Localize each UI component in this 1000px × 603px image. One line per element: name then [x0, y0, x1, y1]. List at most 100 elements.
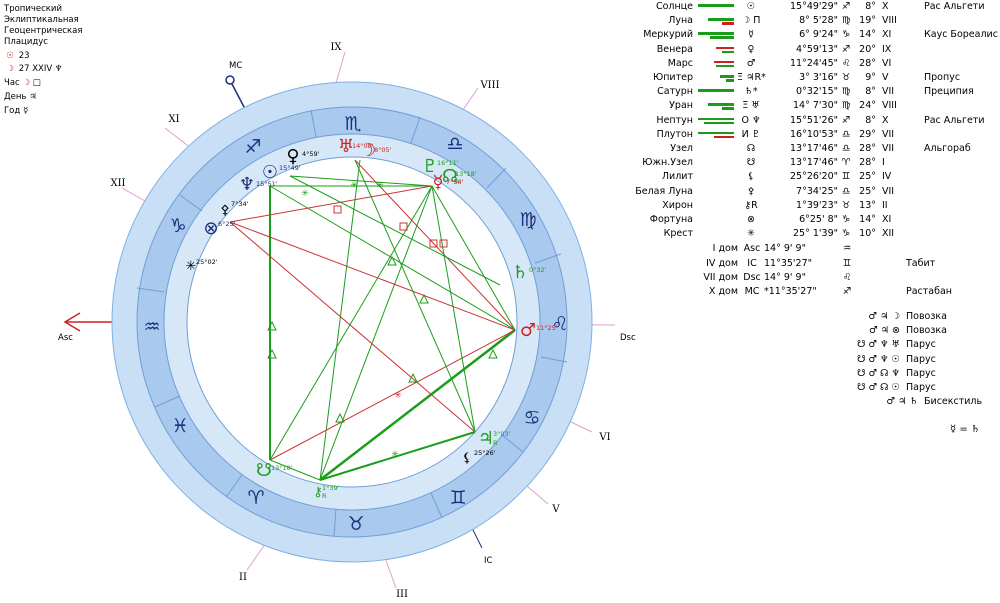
planet-sign-icon: ♊	[841, 171, 851, 183]
house-sign-icon: ♐	[842, 286, 852, 297]
planet-glyph: ⚴	[747, 185, 755, 197]
year-label: Год	[4, 106, 21, 116]
svg-text:✳: ✳	[376, 181, 384, 191]
configuration-row: ☋ ♂ ☊ ☉ Парус	[848, 382, 936, 396]
planet-house: XII	[882, 228, 895, 240]
planet-house: VII	[882, 128, 895, 140]
aspect-symbols: ✳ ✳ ✳ ✳ ✳	[267, 181, 498, 460]
sun-icon: ☉	[262, 162, 278, 183]
svg-text:3°03': 3°03'	[493, 430, 511, 438]
day-label: День	[4, 92, 27, 102]
planet-degree: 8°	[865, 114, 876, 126]
house-sign-icon: ♊	[842, 257, 852, 269]
planet-strength-bars	[698, 99, 734, 113]
asc-arrow	[63, 312, 81, 332]
info-line: Плацидус	[4, 37, 48, 47]
planet-sign-icon: ♐	[841, 1, 851, 12]
zodiac-signs: ♏ ♎ ♍ ♌ ♋ ♊ ♉ ♈ ♓ ♒ ♑ ♐	[143, 113, 568, 535]
strength-bar	[722, 22, 734, 25]
strength-bar	[722, 50, 734, 54]
planet-house: II	[882, 199, 888, 211]
svg-text:25°26': 25°26'	[474, 449, 496, 457]
strength-bar	[710, 36, 734, 39]
strength-bar	[716, 46, 734, 50]
planet-glyph: ☋	[746, 157, 756, 169]
svg-text:14°08': 14°08'	[352, 142, 374, 150]
house-star: Растабан	[906, 286, 953, 297]
house-cusp: MC	[744, 286, 760, 297]
planet-sign-icon: ♎	[841, 128, 851, 140]
cancer-icon: ♋	[523, 407, 540, 429]
planet-degree: 8°	[865, 1, 876, 12]
planet-position: 15°49'29"	[790, 1, 838, 12]
planet-glyph: ⚸	[747, 171, 755, 183]
planet-position: 3° 3'16"	[799, 72, 838, 83]
planet-strength-bars	[698, 85, 734, 99]
svg-text:VI: VI	[598, 432, 610, 443]
planet-sign-icon: ♉	[841, 199, 851, 211]
planet-house: X	[882, 1, 889, 12]
planet-glyph: ☽ Π	[741, 15, 761, 27]
svg-text:✳: ✳	[350, 181, 358, 191]
sign-dividers	[136, 109, 568, 537]
sun-degree-row: ☉ 23	[4, 51, 114, 62]
svg-text:7°54': 7°54'	[446, 178, 464, 186]
house-position: 14° 9' 9"	[764, 271, 806, 283]
planet-strength-bars	[698, 57, 734, 71]
planet-glyph: ✳	[747, 228, 755, 240]
pisces-icon: ♓	[171, 415, 188, 437]
house-name: VII дом	[703, 271, 738, 283]
planet-position: 14° 7'30"	[793, 100, 838, 112]
svg-text:0°32': 0°32'	[529, 266, 547, 274]
house-position: 14° 9' 9"	[764, 243, 806, 255]
planet-position: 7°34'25"	[796, 185, 838, 197]
configuration-label: Парус	[906, 382, 936, 393]
planet-position: 11°24'45"	[790, 57, 838, 69]
planet-name: Узел	[670, 143, 693, 154]
planet-glyph: О ♆	[741, 114, 761, 126]
planet-position: 1°39'23"	[796, 199, 838, 211]
configuration-row: ☋ ♂ ♆ ♅ Парус	[848, 339, 936, 353]
aries-icon: ♈	[247, 487, 264, 509]
planet-house: IV	[882, 171, 892, 183]
uranus-icon: ♅	[338, 136, 354, 157]
taurus-icon: ♉	[347, 513, 364, 535]
chart-info: Тропический Эклиптикальная Геоцентрическ…	[4, 4, 114, 117]
planet-strength-bars	[698, 128, 734, 142]
svg-text:VIII: VIII	[479, 80, 499, 91]
planet-degree: 24°	[859, 100, 876, 112]
svg-text:IX: IX	[330, 42, 342, 53]
svg-text:R: R	[455, 178, 460, 186]
planet-position: 6° 9'24"	[799, 29, 838, 41]
configuration-label: Повозка	[906, 311, 947, 322]
planet-glyph: ♀	[747, 43, 755, 55]
strength-bar	[698, 32, 734, 35]
moon-icon: ☽	[22, 78, 31, 88]
svg-text:✳: ✳	[391, 450, 399, 460]
planet-sign-icon: ♉	[841, 72, 851, 83]
configuration-glyphs: ♂ ♃ ♄	[886, 396, 918, 408]
pluto-icon: ♇	[422, 156, 438, 177]
sagittarius-icon: ♐	[244, 136, 261, 158]
house-sign-icon: ♌	[842, 271, 852, 283]
configuration-label: Бисекстиль	[924, 396, 983, 408]
planet-glyph: ⚷R	[744, 199, 758, 211]
planet-name: Сатурн	[657, 86, 693, 98]
moon-icon: ☽	[6, 64, 14, 74]
planet-glyphs: ♀ ☉ ♆ ⊗ ♅ ☽ ♇ ☊ ☿ ♄ ♂ ♃ ⚸ ☋ ⚷ ⚴ ✳	[186, 136, 537, 500]
libra-icon: ♎	[446, 133, 463, 155]
house-cusp: IC	[747, 257, 757, 269]
planet-strength-bars	[698, 28, 734, 42]
house-star: Табит	[906, 257, 936, 269]
configuration-row: ☋ ♂ ♆ ☉ Парус	[848, 354, 936, 368]
planet-house: VIII	[882, 15, 897, 27]
planet-house: XI	[882, 214, 892, 225]
planet-position: 8° 5'28"	[799, 15, 838, 27]
planet-degree: 28°	[859, 143, 876, 154]
planet-strength-bars	[698, 114, 734, 128]
gemini-icon: ♊	[449, 487, 466, 509]
planet-sign-icon: ♐	[841, 43, 851, 55]
planet-strength-bars	[698, 199, 734, 213]
planet-name: Крест	[663, 228, 693, 240]
chiron-icon: ⚷	[313, 485, 323, 500]
